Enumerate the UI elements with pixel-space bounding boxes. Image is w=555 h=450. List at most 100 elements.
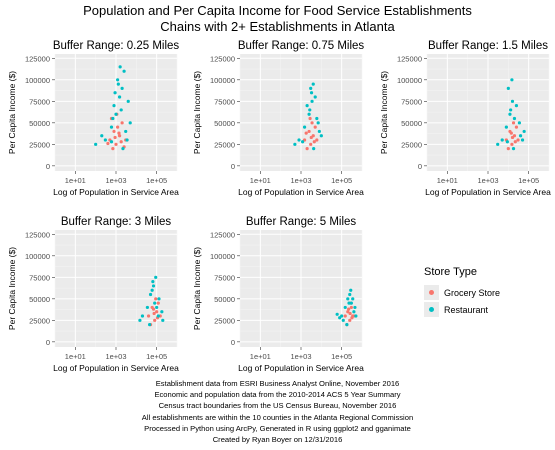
data-point <box>316 121 320 125</box>
data-point <box>94 142 98 146</box>
legend-key <box>424 302 439 317</box>
x-tick-label: 1e+01 <box>250 176 271 185</box>
panel-title: Buffer Range: 0.25 Miles <box>53 40 180 52</box>
y-axis-label: Per Capita Income ($) <box>7 71 17 154</box>
data-point <box>312 140 316 144</box>
data-point <box>116 125 120 129</box>
data-point <box>148 323 152 327</box>
data-point <box>297 138 301 142</box>
x-tick-label: 1e+03 <box>105 176 126 185</box>
y-tick-label: 0 <box>46 338 50 347</box>
data-point <box>343 305 347 310</box>
y-tick-label: 125000 <box>25 54 50 63</box>
data-point <box>309 91 314 95</box>
y-tick-label: 125000 <box>210 54 235 63</box>
x-axis-label: Log of Population in Service Area <box>238 187 364 197</box>
data-point <box>341 318 345 322</box>
panel: Buffer Range: 0.25 Miles 0 25000 50000 75000… <box>7 40 179 197</box>
data-point <box>153 318 157 322</box>
data-point <box>109 125 114 129</box>
x-tick-label: 1e+05 <box>146 352 167 361</box>
data-point <box>119 140 123 144</box>
caption-line: Economic and population data from the 20… <box>154 390 401 400</box>
points-layer <box>496 78 526 151</box>
points-layer <box>94 65 132 151</box>
data-point <box>312 147 316 151</box>
points-layer <box>138 275 165 327</box>
data-point <box>345 323 349 327</box>
y-tick-label: 100000 <box>210 252 235 261</box>
panel-title: Buffer Range: 5 Miles <box>246 216 357 228</box>
legend-dot <box>429 290 434 295</box>
caption-line: Census tract boundaries from the US Cens… <box>158 401 397 411</box>
y-axis-label: Per Capita Income ($) <box>7 247 17 330</box>
y-tick-label: 25000 <box>29 316 50 325</box>
x-tick-label: 1e+01 <box>250 352 271 361</box>
data-point <box>122 69 126 73</box>
data-point <box>304 131 308 135</box>
legend-item-grocery-store: Grocery Store <box>424 284 534 301</box>
data-point <box>145 305 149 310</box>
data-point <box>311 82 315 86</box>
data-point <box>517 121 521 125</box>
data-point <box>155 310 159 314</box>
y-tick-label: 50000 <box>29 119 50 128</box>
data-point <box>516 138 520 142</box>
plot-area: Buffer Range: 0.25 Miles 0 25000 50000 75000… <box>7 40 551 373</box>
data-point <box>354 314 358 318</box>
data-point <box>319 134 323 138</box>
y-tick-label: 75000 <box>401 97 422 106</box>
data-point <box>514 104 519 108</box>
data-point <box>119 108 123 112</box>
data-point <box>513 140 517 144</box>
data-point <box>347 307 351 311</box>
data-point <box>113 135 117 140</box>
caption-line: Processed in Python using ArcPy, Generat… <box>144 423 411 433</box>
data-point <box>522 129 526 134</box>
data-point <box>160 310 164 314</box>
y-tick-label: 75000 <box>29 273 50 282</box>
data-point <box>302 125 307 129</box>
data-point <box>309 135 313 140</box>
data-point <box>120 121 124 125</box>
y-tick-label: 100000 <box>397 76 422 85</box>
data-point <box>126 99 130 103</box>
data-point <box>352 310 356 314</box>
y-axis-label: Per Capita Income ($) <box>379 71 389 154</box>
points-layer <box>293 82 323 151</box>
data-point <box>109 140 114 144</box>
data-point <box>317 129 321 134</box>
legend-label: Restaurant <box>444 304 489 315</box>
data-point <box>509 108 513 112</box>
data-point <box>508 112 512 116</box>
data-point <box>510 135 515 140</box>
data-point <box>510 142 514 146</box>
y-tick-label: 125000 <box>25 230 50 239</box>
data-point <box>121 147 125 151</box>
data-point <box>313 125 317 129</box>
data-point <box>348 318 352 322</box>
data-point <box>128 121 132 125</box>
panel: Buffer Range: 1.5 Miles 0 25000 50000 75000 1… <box>379 40 551 197</box>
figure-title-line2: Chains with 2+ Establishments in Atlanta <box>160 19 395 34</box>
y-tick-label: 100000 <box>210 76 235 85</box>
data-point <box>124 129 128 134</box>
caption: Establishment data from ESRI Business An… <box>0 378 555 445</box>
x-tick-label: 1e+05 <box>331 352 352 361</box>
data-point <box>117 131 121 135</box>
data-point <box>112 129 116 134</box>
data-point <box>350 316 354 320</box>
panel: Buffer Range: 0.75 Miles 0 25000 50000 75000… <box>192 40 364 197</box>
x-axis-label: Log of Population in Service Area <box>425 187 551 197</box>
data-point <box>349 305 353 310</box>
data-point <box>520 138 525 142</box>
x-tick-label: 1e+01 <box>65 352 86 361</box>
data-point <box>154 297 158 301</box>
x-tick-label: 1e+01 <box>65 176 86 185</box>
data-point <box>146 314 151 318</box>
data-point <box>152 311 156 316</box>
data-point <box>505 140 510 144</box>
data-point <box>511 121 516 125</box>
data-point <box>117 134 122 138</box>
y-tick-label: 125000 <box>210 230 235 239</box>
